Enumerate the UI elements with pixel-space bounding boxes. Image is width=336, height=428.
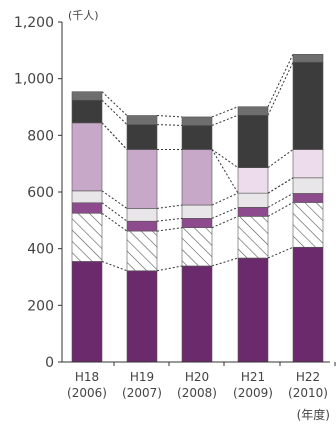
connector-line <box>211 192 239 206</box>
x-tick-label: H21 <box>241 370 265 384</box>
connector-line <box>267 192 294 208</box>
bar-segment <box>71 261 103 363</box>
y-tick-label: 400 <box>27 242 54 258</box>
bars <box>71 53 324 363</box>
connector-line <box>101 91 128 116</box>
bar-segment <box>292 246 324 363</box>
bar-segment <box>71 190 103 204</box>
bar-segment <box>292 177 324 194</box>
connector-line <box>211 149 239 169</box>
connector-line <box>267 149 294 169</box>
bar-segment <box>181 227 213 267</box>
y-tick-label: 1,000 <box>14 72 54 88</box>
x-tick-label: H22 <box>296 370 320 384</box>
bar-segment <box>237 192 269 208</box>
y-axis: 0 200 400 600 800 1,000 1,200 <box>14 15 330 371</box>
connector-line <box>211 106 239 118</box>
connector-line <box>101 260 128 272</box>
connector-line <box>101 190 128 209</box>
bar-segment <box>181 116 213 126</box>
y-tick-label: 200 <box>27 298 54 314</box>
bar-segment <box>126 208 158 222</box>
bar-segment <box>237 257 269 363</box>
x-tick-label: H19 <box>130 370 154 384</box>
connector-line <box>101 212 128 232</box>
connector-line <box>156 204 183 209</box>
x-tick-label: H20 <box>185 370 209 384</box>
bar-segment <box>292 202 324 248</box>
bar-segment <box>71 122 103 192</box>
bar-segment <box>292 53 324 63</box>
bar-segment <box>292 149 324 179</box>
connector-line <box>211 149 239 194</box>
x-tick-year-label: (2009) <box>233 386 273 400</box>
bar-segment <box>181 218 213 229</box>
connector-line <box>156 115 183 118</box>
connector-line <box>267 202 294 217</box>
bar-segment <box>292 193 324 203</box>
connector-line <box>101 99 128 125</box>
connector-line <box>156 124 183 126</box>
bar-segment <box>71 202 103 214</box>
x-tick-year-label: (2006) <box>67 386 107 400</box>
bar-segment <box>126 270 158 363</box>
bar-segment <box>237 207 269 217</box>
bar-segment <box>126 149 158 209</box>
bar-segment <box>237 106 269 116</box>
x-tick-year-label: (2010) <box>288 386 328 400</box>
bar-segment <box>126 230 158 272</box>
x-tick-label: H18 <box>75 370 99 384</box>
connector-line <box>211 257 239 267</box>
connector-line <box>211 206 239 219</box>
connector-line <box>267 246 294 259</box>
bar-segment <box>237 216 269 259</box>
y-tick-label: 600 <box>27 185 54 201</box>
year-unit-label: (年度) <box>297 407 330 422</box>
connector-line <box>156 227 183 232</box>
connector-line <box>267 54 294 107</box>
connector-line <box>211 114 239 126</box>
bar-segment <box>126 115 158 125</box>
y-tick-label: 1,200 <box>14 15 54 31</box>
bar-segment <box>292 61 324 150</box>
connector-lines <box>101 54 294 272</box>
bar-segment <box>181 125 213 150</box>
x-axis-labels: H18 (2006) H19 (2007) H20 (2008) H21 (2009) H22 (… <box>67 362 336 400</box>
bar-segment <box>181 204 213 219</box>
x-tick-year-label: (2007) <box>122 386 162 400</box>
bar-segment <box>71 99 103 124</box>
bar-segment <box>71 91 103 101</box>
x-tick-year-label: (2008) <box>177 386 217 400</box>
bar-segment <box>71 212 103 262</box>
y-tick-label: 800 <box>27 128 54 144</box>
connector-line <box>156 217 183 222</box>
bar-segment <box>126 220 158 232</box>
connector-line <box>211 215 239 229</box>
connector-line <box>101 122 128 150</box>
bar-segment <box>126 124 158 150</box>
bar-segment <box>237 167 269 194</box>
bar-segment <box>181 149 213 206</box>
unit-label: (千人) <box>68 9 99 22</box>
connector-line <box>267 62 294 116</box>
connector-line <box>156 265 183 272</box>
connector-line <box>101 202 128 222</box>
bar-segment <box>237 114 269 168</box>
bar-segment <box>181 265 213 363</box>
y-tick-label: 0 <box>45 355 54 371</box>
connector-line <box>267 177 294 194</box>
